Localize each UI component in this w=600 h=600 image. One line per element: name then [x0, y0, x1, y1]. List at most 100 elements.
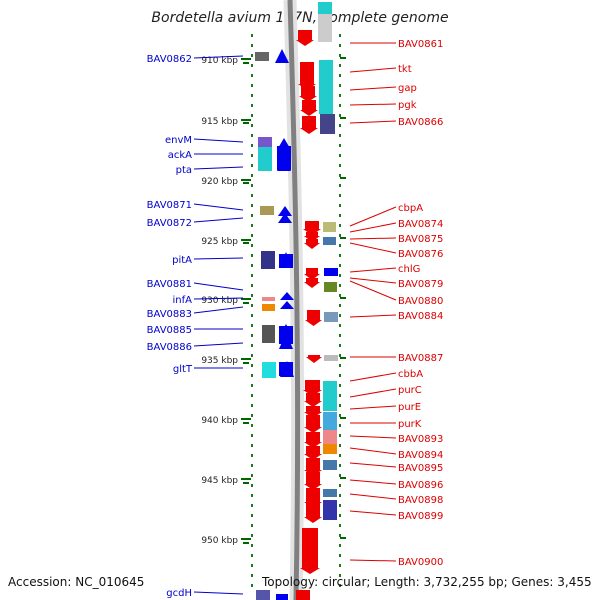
gene-arrow [304, 484, 322, 490]
guide-dot [251, 74, 253, 77]
guide-dot [251, 144, 253, 147]
minor-tick [340, 417, 346, 419]
guide-dot [251, 164, 253, 167]
scale-tick-label: 950 kbp [201, 536, 238, 546]
scale-tick-label: 910 kbp [201, 56, 238, 66]
guide-dot [339, 164, 341, 167]
gene-arrow [304, 442, 322, 448]
guide-dot [339, 344, 341, 347]
scale-tick-mark [241, 418, 251, 420]
guide-dot [339, 424, 341, 427]
right-gene-label: BAV0879 [398, 279, 443, 290]
gene-block [296, 590, 310, 600]
guide-dot [339, 34, 341, 37]
left-gene-label: pta [176, 165, 192, 176]
minor-tick [340, 177, 346, 179]
gene-feature [262, 297, 275, 301]
minor-tick [340, 537, 346, 539]
guide-dot [339, 294, 341, 297]
gene-feature [324, 312, 338, 322]
right-gene-pointer [349, 462, 397, 468]
guide-dot [251, 424, 253, 427]
gene-feature [323, 430, 337, 444]
gene-feature [323, 222, 336, 232]
gene-block [306, 488, 320, 502]
minor-tick [243, 182, 249, 184]
right-gene-label: BAV0899 [398, 511, 443, 522]
gene-block [277, 146, 291, 170]
guide-dot [339, 154, 341, 157]
left-gene-pointer [193, 166, 244, 170]
guide-dot [339, 224, 341, 227]
right-gene-pointer [349, 222, 397, 233]
guide-dot [251, 394, 253, 397]
guide-dot [339, 514, 341, 517]
left-gene-label: BAV0885 [147, 325, 192, 336]
guide-dot [251, 134, 253, 137]
scale-tick-label: 945 kbp [201, 476, 238, 486]
guide-dot [251, 494, 253, 497]
guide-dot [339, 554, 341, 557]
gene-block [307, 310, 320, 320]
guide-dot [339, 414, 341, 417]
guide-dot [251, 294, 253, 297]
scale-tick-mark [241, 298, 251, 300]
gene-block [306, 268, 318, 274]
gene-arrow [304, 282, 320, 288]
gene-block [306, 239, 318, 243]
minor-tick [243, 302, 249, 304]
guide-dot [339, 334, 341, 337]
right-gene-pointer [349, 447, 397, 455]
right-gene-label: BAV0894 [398, 450, 443, 461]
guide-dot [251, 314, 253, 317]
guide-dot [251, 544, 253, 547]
guide-dot [339, 354, 341, 357]
guide-dot [251, 534, 253, 537]
gene-block [298, 30, 312, 40]
right-gene-pointer [349, 206, 397, 227]
guide-dot [339, 194, 341, 197]
gene-feature [323, 412, 337, 430]
guide-dot [339, 404, 341, 407]
gene-feature [276, 594, 288, 600]
gene-block [305, 221, 319, 229]
guide-dot [339, 364, 341, 367]
gene-feature [323, 460, 337, 470]
gene-block [306, 393, 320, 401]
genome-backbone [287, 0, 301, 600]
right-gene-pointer [349, 479, 397, 485]
gene-arrow [278, 206, 292, 216]
gene-feature [256, 590, 270, 600]
guide-dot [251, 564, 253, 567]
gene-arrow [305, 320, 322, 326]
minor-tick [340, 357, 346, 359]
guide-dot [339, 214, 341, 217]
right-gene-pointer [349, 242, 397, 254]
right-gene-pointer [349, 435, 397, 439]
gene-feature [258, 137, 272, 147]
right-gene-label: tkt [398, 64, 412, 75]
scale-tick-mark [241, 358, 251, 360]
gene-feature [320, 114, 335, 134]
left-gene-pointer [193, 342, 244, 347]
guide-dot [251, 324, 253, 327]
left-gene-label: infA [173, 295, 193, 306]
gene-arrow [304, 427, 322, 433]
guide-dot [251, 404, 253, 407]
right-gene-label: purE [398, 402, 421, 413]
guide-dot [339, 174, 341, 177]
gene-feature [324, 268, 338, 276]
scale-tick-label: 915 kbp [201, 117, 238, 127]
guide-dot [339, 54, 341, 57]
right-gene-pointer [349, 559, 397, 562]
gene-block [279, 362, 293, 376]
guide-dot [339, 74, 341, 77]
left-gene-pointer [193, 217, 244, 223]
gene-feature [262, 362, 276, 378]
guide-dot [339, 274, 341, 277]
gene-feature [323, 381, 337, 411]
guide-dot [339, 64, 341, 67]
guide-dot [251, 34, 253, 37]
minor-tick [243, 482, 249, 484]
guide-dot [339, 104, 341, 107]
